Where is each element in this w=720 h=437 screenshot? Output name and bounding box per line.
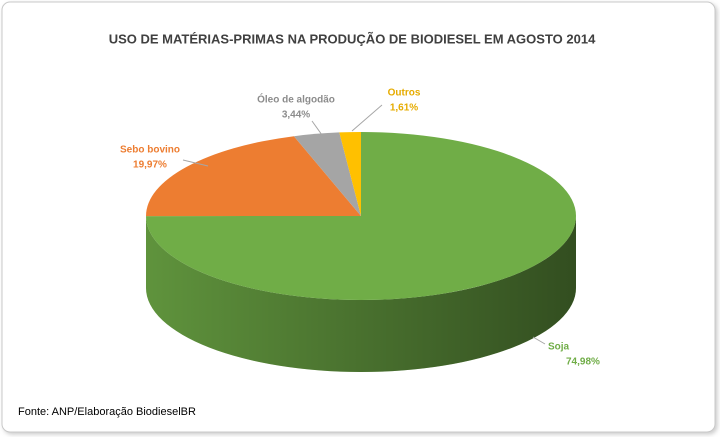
labels: Soja 74,98% Sebo bovino 19,97% Óleo de algod…	[120, 88, 600, 368]
slice-label: Outros	[388, 88, 421, 99]
leader-line	[532, 336, 546, 345]
leader-line	[182, 159, 209, 167]
leader-line	[351, 104, 383, 132]
pie-slice	[146, 136, 361, 217]
pie	[146, 132, 576, 373]
pie-slice	[339, 132, 361, 216]
slice-value-label: 19,97%	[133, 160, 167, 171]
slice-value-label: 1,61%	[390, 103, 418, 114]
slice-value-label: 3,44%	[282, 110, 310, 121]
leader-line	[311, 120, 323, 136]
chart-title: USO DE MATÉRIAS-PRIMAS NA PRODUÇÃO DE BI…	[109, 31, 596, 46]
slice-label: Óleo de algodão	[257, 93, 335, 106]
pie-slice	[293, 132, 361, 216]
slice-value-label: 74,98%	[566, 357, 600, 368]
slice-label: Sebo bovino	[120, 145, 180, 156]
pie-side-shade	[146, 216, 576, 373]
pie-slice	[146, 132, 576, 300]
source-note: Fonte: ANP/Elaboração BiodieselBR	[18, 406, 196, 418]
slice-label: Soja	[548, 342, 570, 353]
